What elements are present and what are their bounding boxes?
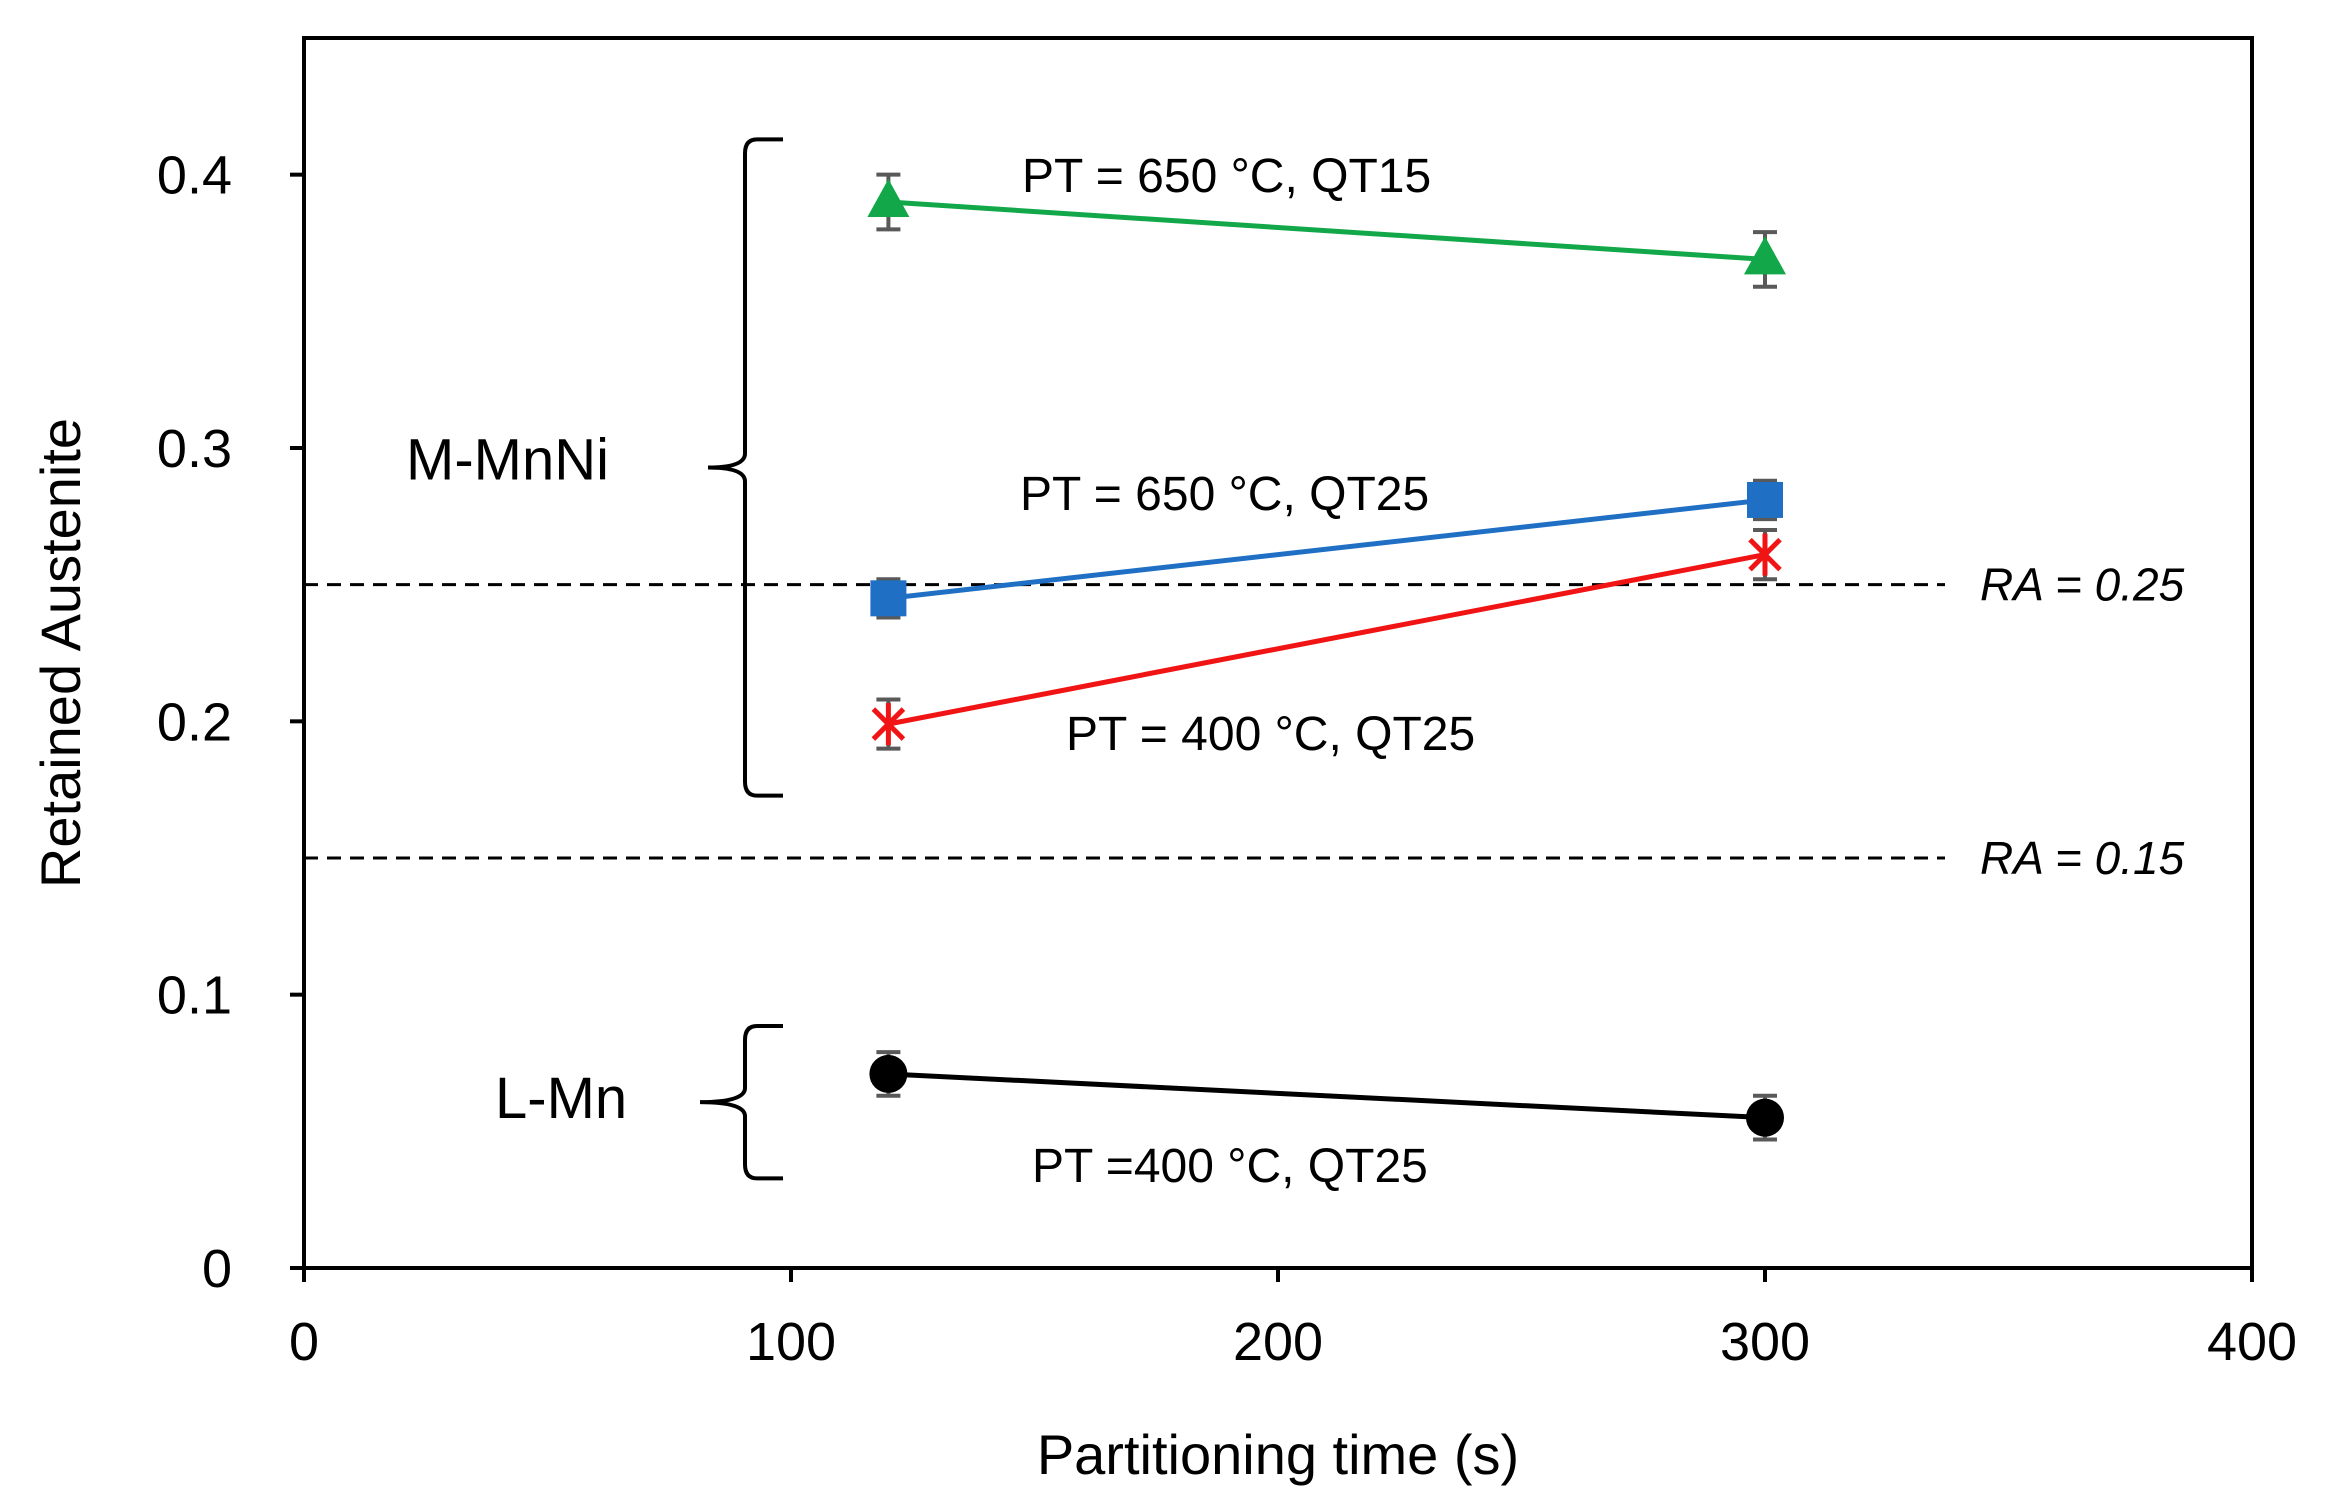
y-tick-label: 0 <box>202 1239 232 1299</box>
data-point-square <box>870 580 907 617</box>
data-point-square <box>1747 481 1783 518</box>
series-label-650-qt25: PT = 650 °C, QT25 <box>1020 468 1429 521</box>
series-label-400-qt25: PT = 400 °C, QT25 <box>1066 708 1475 761</box>
data-point-triangle <box>867 179 910 217</box>
series-line-lmn-400-qt25 <box>888 1071 1766 1121</box>
x-tick-label: 300 <box>1720 1312 1810 1372</box>
series-line-400-qt25 <box>887 552 1766 727</box>
group-brace-l-mn <box>699 1024 783 1181</box>
data-point-circle <box>869 1054 908 1093</box>
reference-label-ra-015: RA = 0.15 <box>1980 832 2185 884</box>
group-brace-m-mnni <box>707 137 783 798</box>
y-tick-label: 0.2 <box>157 692 232 752</box>
y-axis-ticks <box>290 172 304 1270</box>
x-tick-label: 400 <box>2207 1312 2297 1372</box>
data-point-star <box>871 703 906 746</box>
x-axis-title: Partitioning time (s) <box>1037 1423 1519 1486</box>
group-label-m-mnni: M-MnNi <box>406 428 609 493</box>
data-point-triangle <box>1744 236 1786 275</box>
data-point-circle <box>1746 1098 1784 1137</box>
data-point-star <box>1748 533 1782 576</box>
x-tick-label: 100 <box>746 1312 836 1372</box>
series-line-650-qt15 <box>888 199 1766 262</box>
data-markers <box>867 179 1786 1137</box>
group-label-l-mn: L-Mn <box>495 1066 627 1131</box>
series-label-650-qt15: PT = 650 °C, QT15 <box>1022 150 1431 203</box>
series-line-650-qt25 <box>888 497 1766 601</box>
y-tick-label: 0.1 <box>157 966 232 1026</box>
y-tick-label: 0.3 <box>157 419 232 479</box>
reference-label-ra-025: RA = 0.25 <box>1980 559 2185 611</box>
x-tick-label: 0 <box>289 1312 319 1372</box>
x-axis-ticks <box>302 1268 2254 1282</box>
y-axis-title: Retained Austenite <box>29 418 92 888</box>
series-label-lmn-400-qt25: PT =400 °C, QT25 <box>1032 1140 1428 1193</box>
x-tick-label: 200 <box>1233 1312 1323 1372</box>
y-tick-label: 0.4 <box>157 146 232 206</box>
